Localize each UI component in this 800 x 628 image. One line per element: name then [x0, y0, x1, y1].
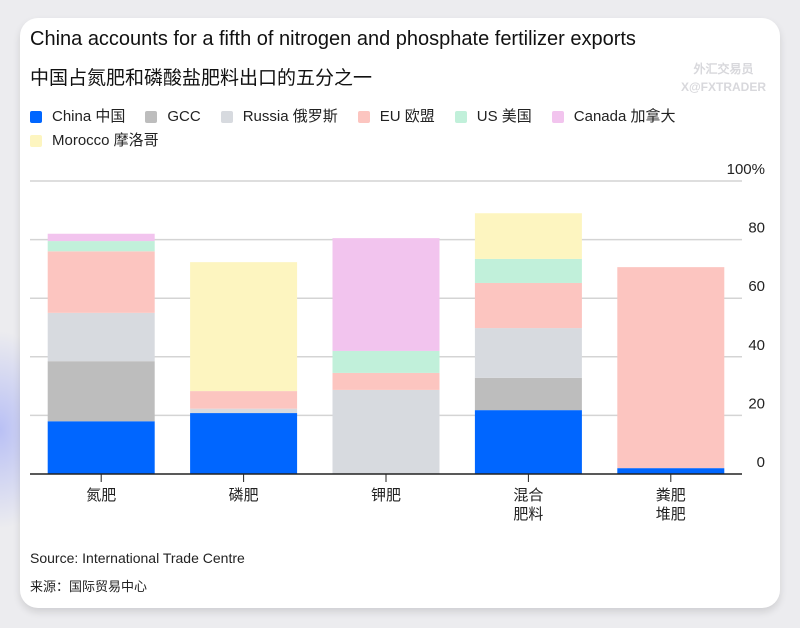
bar-segment — [47, 251, 155, 313]
y-tick-label: 40 — [748, 337, 765, 354]
bar-segment — [617, 267, 725, 469]
legend-label: EU 欧盟 — [379, 108, 435, 125]
x-tick-label: 混合 — [513, 486, 543, 504]
legend-item: Russia 俄罗斯 — [220, 106, 338, 128]
legend-swatch — [30, 135, 42, 147]
watermark-line1: 外汇交易员 — [693, 62, 754, 76]
bar-segment — [474, 377, 582, 411]
legend-item: Morocco 摩洛哥 — [30, 130, 159, 152]
legend-label: China 中国 — [52, 108, 126, 125]
y-tick-label: 0 — [757, 454, 765, 471]
bar-segment — [474, 410, 582, 474]
watermark: 外汇交易员 X@FXTRADER — [681, 60, 766, 96]
x-tick-label: 氮肥 — [86, 486, 116, 504]
x-tick-label: 磷肥 — [229, 486, 259, 504]
x-tick-label: 粪肥 — [656, 486, 686, 504]
legend-label: Morocco 摩洛哥 — [52, 132, 159, 149]
legend-item: Canada 加拿大 — [551, 106, 676, 128]
bar-segment — [474, 258, 582, 283]
y-tick-label: 100% — [727, 161, 765, 178]
bar-segment — [190, 413, 298, 474]
chart-title: China accounts for a fifth of nitrogen a… — [30, 28, 636, 50]
bar-segment — [617, 468, 725, 474]
x-tick-label: 肥料 — [513, 505, 543, 523]
bar-segment — [474, 282, 582, 329]
legend-swatch — [145, 111, 158, 123]
chart-card: China accounts for a fifth of nitrogen a… — [20, 18, 780, 608]
legend-item: GCC — [145, 106, 201, 128]
legend: China 中国 GCC Russia 俄罗斯 EU 欧盟 US 美国 Canada 加拿… — [30, 106, 750, 154]
bar-segment — [332, 389, 440, 474]
bar-segment — [474, 213, 582, 259]
legend-item: China 中国 — [30, 106, 125, 128]
legend-label: GCC — [167, 108, 201, 125]
legend-swatch — [357, 111, 370, 123]
bar-segment — [190, 262, 298, 392]
legend-item: US 美国 — [454, 106, 532, 128]
bar-segment — [47, 421, 155, 474]
bar-segment — [332, 350, 440, 373]
bar-segment — [47, 312, 155, 362]
source-note-cn: 来源：国际贸易中心 — [30, 579, 148, 594]
bar-segment — [190, 408, 298, 414]
bar-segment — [332, 238, 440, 351]
y-tick-label: 20 — [748, 395, 765, 412]
legend-label: Canada 加拿大 — [573, 108, 676, 125]
bar-segment — [47, 233, 155, 242]
bar-segment — [47, 241, 155, 252]
source-note: Source: International Trade Centre — [30, 550, 245, 566]
y-tick-label: 60 — [748, 278, 765, 295]
legend-swatch — [220, 111, 233, 123]
legend-swatch — [551, 111, 564, 123]
legend-item: EU 欧盟 — [357, 106, 435, 128]
bar-segment — [190, 391, 298, 409]
watermark-line2: X@FXTRADER — [680, 80, 766, 94]
x-tick-label: 堆肥 — [656, 505, 686, 523]
legend-label: Russia 俄罗斯 — [242, 108, 338, 125]
x-tick-label: 钾肥 — [371, 486, 401, 504]
bar-segment — [474, 328, 582, 378]
y-tick-label: 80 — [748, 220, 765, 237]
legend-swatch — [30, 111, 42, 123]
legend-label: US 美国 — [476, 108, 532, 125]
bar-segment — [47, 361, 155, 422]
legend-swatch — [454, 111, 467, 123]
chart-subtitle: 中国占氮肥和磷酸盐肥料出口的五分之一 — [30, 68, 373, 89]
bar-segment — [332, 372, 440, 390]
